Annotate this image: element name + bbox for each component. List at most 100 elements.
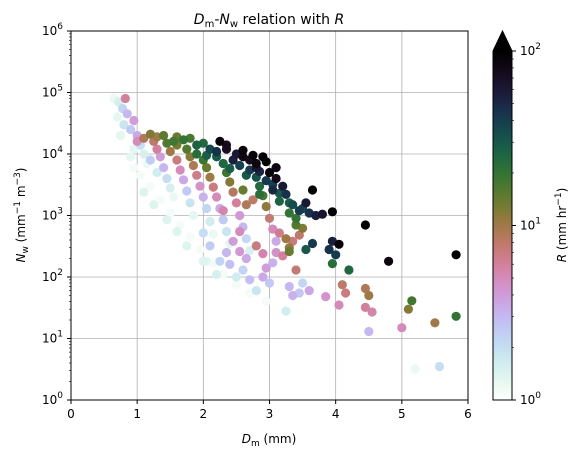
colorbar <box>493 51 512 400</box>
scatter-point <box>162 215 172 225</box>
scatter-point <box>288 290 298 301</box>
scatter-point <box>407 296 417 306</box>
scatter-point <box>225 259 235 269</box>
scatter-point <box>235 160 245 171</box>
scatter-point <box>231 272 241 282</box>
colorbar-tick-label: 102 <box>520 42 541 58</box>
scatter-point <box>129 144 139 154</box>
scatter-point <box>291 220 301 230</box>
colorbar-ticks: 100 101 102 <box>512 42 541 407</box>
scatter-point <box>268 258 278 268</box>
scatter-point <box>248 195 258 205</box>
scatter-point <box>334 239 344 249</box>
scatter-point <box>218 158 228 169</box>
scatter-point <box>397 323 407 333</box>
colorbar-label: R (mm hr−1) <box>554 188 569 263</box>
scatter-point <box>139 149 149 159</box>
chart-title: Dm-Nw relation with R <box>194 12 344 30</box>
x-tick-label: 6 <box>464 407 472 421</box>
x-tick-label: 4 <box>332 407 340 421</box>
scatter-point <box>198 228 208 238</box>
scatter-point <box>268 185 278 195</box>
scatter-point <box>261 176 271 186</box>
scatter-point <box>271 236 281 246</box>
scatter-point <box>195 244 205 255</box>
colorbar-extend-arrow <box>493 31 512 51</box>
scatter-point <box>258 152 268 162</box>
scatter-point <box>192 140 202 150</box>
scatter-point <box>261 263 271 273</box>
scatter-point <box>294 230 304 240</box>
y-tick-label: 105 <box>42 84 63 100</box>
scatter-point <box>264 213 275 223</box>
scatter-point <box>288 200 298 210</box>
scatter-point <box>215 136 225 146</box>
y-tick-label: 106 <box>42 22 63 38</box>
scatter-point <box>241 200 251 210</box>
x-tick-label: 3 <box>266 407 274 421</box>
scatter-point <box>327 259 337 269</box>
scatter-point <box>341 288 351 298</box>
scatter-point <box>192 149 202 159</box>
scatter-point <box>155 152 165 162</box>
scatter-point <box>331 250 341 260</box>
scatter-point <box>178 175 189 185</box>
scatter-points <box>109 93 461 374</box>
scatter-point <box>175 165 185 175</box>
scatter-point <box>122 109 132 119</box>
scatter-point <box>364 290 374 301</box>
x-ticks: 0 1 2 3 4 5 6 <box>67 400 472 421</box>
scatter-point <box>430 318 440 328</box>
scatter-point <box>403 304 413 314</box>
scatter-point <box>185 198 195 208</box>
y-ticks: 100 101 102 103 104 105 106 <box>42 22 71 407</box>
scatter-point <box>274 196 284 206</box>
y-tick-label: 100 <box>42 391 63 407</box>
scatter-point <box>245 245 255 256</box>
scatter-point <box>251 158 261 169</box>
scatter-point <box>360 302 370 312</box>
scatter-point <box>218 206 228 216</box>
scatter-point <box>384 256 394 266</box>
scatter-point <box>165 183 175 193</box>
scatter-point <box>284 208 294 218</box>
scatter-point <box>215 256 225 266</box>
x-axis-label: Dm (mm) <box>242 432 297 449</box>
scatter-point <box>116 130 126 141</box>
scatter-point <box>241 234 251 244</box>
scatter-point <box>126 152 136 162</box>
scatter-point <box>327 207 337 217</box>
scatter-point <box>195 181 205 191</box>
scatter-point <box>208 182 218 192</box>
scatter-point <box>182 186 192 196</box>
scatter-point <box>261 296 271 307</box>
scatter-point <box>165 208 175 218</box>
scatter-point <box>225 177 235 187</box>
scatter-point <box>251 286 261 296</box>
scatter-point <box>212 146 222 157</box>
scatter-point <box>205 216 215 227</box>
scatter-point <box>255 181 265 191</box>
x-tick-label: 0 <box>67 407 75 421</box>
scatter-point <box>162 173 172 184</box>
scatter-point <box>235 226 245 237</box>
scatter-point <box>291 213 301 223</box>
scatter-point <box>451 250 461 260</box>
scatter-point <box>159 130 169 141</box>
x-tick-label: 1 <box>133 407 141 421</box>
scatter-point <box>202 163 212 173</box>
scatter-point <box>225 163 235 174</box>
scatter-point <box>182 144 192 154</box>
scatter-point <box>364 326 374 337</box>
scatter-point <box>434 361 445 372</box>
scatter-point <box>281 234 291 244</box>
scatter-point <box>298 278 308 288</box>
scatter-point <box>178 135 189 145</box>
scatter-point <box>245 275 255 285</box>
scatter-point <box>307 238 318 249</box>
scatter-point <box>324 244 334 255</box>
colorbar-tick-label: 101 <box>520 217 541 233</box>
scatter-point <box>135 170 146 180</box>
y-tick-label: 102 <box>42 268 63 284</box>
